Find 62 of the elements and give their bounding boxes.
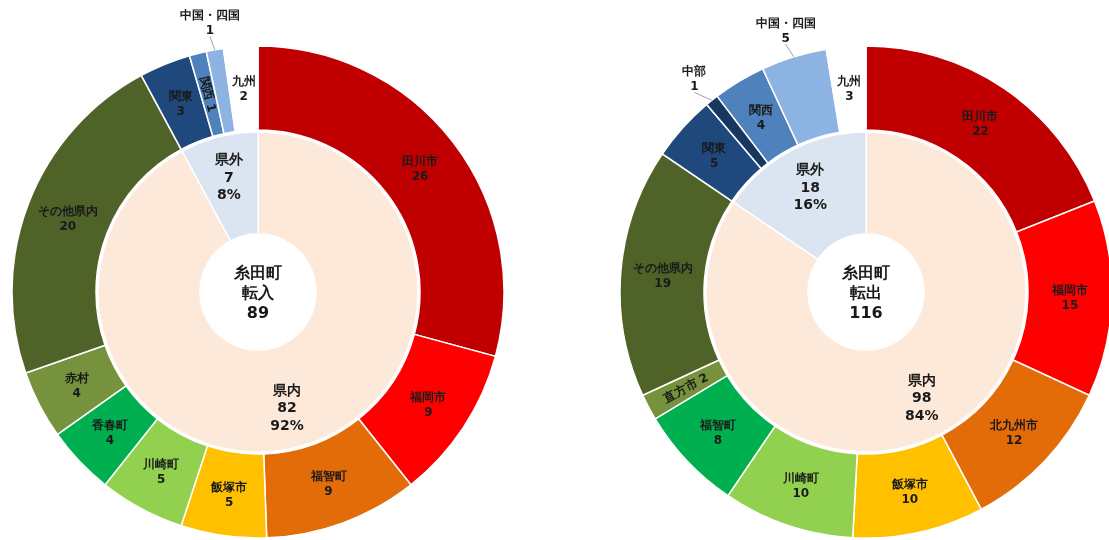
slice-label: 福智町 (309, 469, 347, 484)
text: 糸田町 (841, 262, 890, 282)
slice-label: その他県内 (632, 261, 693, 276)
slice-label: 田川市 (962, 108, 999, 123)
data-label: 4 (756, 117, 766, 132)
slice-label: 中国・四国 (179, 7, 240, 22)
data-label: 1 (203, 102, 220, 114)
data-label: 3 (845, 89, 854, 104)
data-label: 26 (411, 168, 429, 183)
data-label: 82 92% (270, 399, 304, 433)
data-label: 12 (1005, 432, 1023, 447)
slice-label: 県外 (213, 151, 244, 168)
data-label: 10 (792, 486, 810, 501)
data-label: 20 (59, 218, 77, 233)
slice-label: 中部 (682, 64, 707, 79)
data-label: 1 (205, 22, 215, 37)
data-label: 18 16% (793, 178, 828, 213)
data-label: 10 (901, 491, 919, 506)
data-label: 5 (157, 472, 166, 487)
slice-label: 関東 (168, 88, 194, 103)
slice-label: 県外 (795, 161, 826, 178)
slice-label: 県内 (906, 371, 936, 388)
data-label: 4 (72, 386, 81, 401)
text: 糸田町 (233, 262, 282, 282)
slice-label: 関東 (702, 141, 728, 156)
slice-label: 香春町 (90, 418, 128, 433)
slice-label: 関西 (196, 74, 217, 102)
data-label: 1 (690, 79, 699, 94)
text: 転入 (242, 282, 275, 302)
data-label: 5 (225, 494, 234, 509)
slice-label: 飯塚市 (210, 479, 248, 494)
slice-label: 川崎町 (142, 457, 180, 472)
data-label: 8 (713, 432, 723, 447)
text: 89 (246, 302, 270, 322)
slice-label: 赤村 (63, 371, 89, 386)
slice-label: 中国・四国 (755, 15, 816, 30)
slice-label: 県内 (272, 381, 302, 398)
data-label: 98 84% (904, 389, 939, 423)
data-label: 3 (176, 103, 185, 118)
slice-label: 福岡市 (1050, 283, 1088, 298)
data-label: 5 (709, 156, 719, 171)
slice-label: 福智町 (698, 417, 736, 432)
data-label: 9 (424, 404, 433, 419)
data-label: 9 (324, 484, 333, 499)
text: 116 (849, 302, 883, 322)
text: 転出 (850, 282, 882, 302)
data-label: 19 (654, 276, 672, 291)
slice-label: 田川市 (402, 153, 439, 168)
data-label: 4 (105, 433, 115, 448)
slice-label: 川崎町 (781, 471, 819, 486)
data-label: 15 (1061, 298, 1079, 313)
data-label: 7 8% (217, 168, 241, 203)
slice-label: 飯塚市 (890, 476, 928, 491)
slice-label: 北九州市 (989, 417, 1039, 432)
data-label: 5 (781, 30, 790, 45)
data-label: 22 (972, 123, 989, 138)
slice-label: その他県内 (37, 203, 98, 218)
slice-label: 関西 (748, 102, 773, 117)
slice-label: 九州 (230, 74, 256, 89)
slice-label: 九州 (836, 74, 862, 89)
slice-label: 福岡市 (409, 389, 447, 404)
data-label: 2 (239, 89, 248, 104)
